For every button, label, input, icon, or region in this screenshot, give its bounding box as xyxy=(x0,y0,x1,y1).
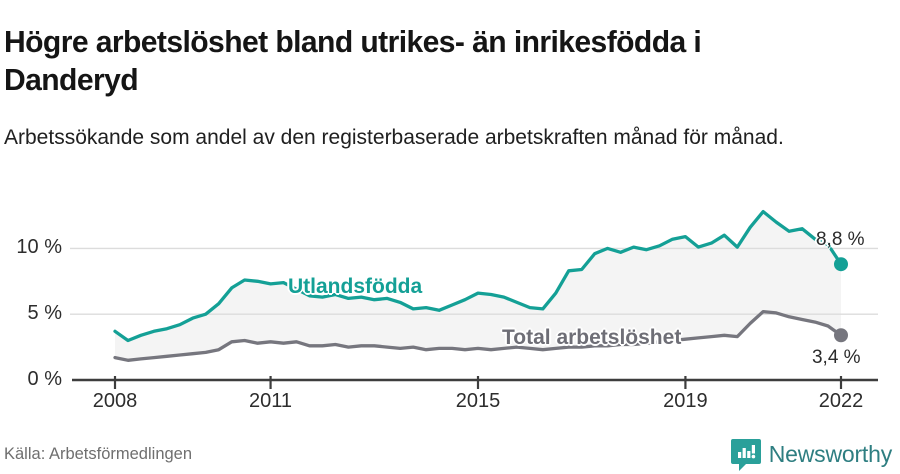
line-total xyxy=(113,309,843,362)
x-tick-label-2015: 2015 xyxy=(455,390,501,412)
x-tick-label-2019: 2019 xyxy=(663,390,708,412)
line-utlandsfodda xyxy=(113,209,843,343)
x-tick-label-2008: 2008 xyxy=(92,390,138,412)
series-label-utlandsfodda: Utlandsfödda xyxy=(288,275,423,298)
y-tick-label-5: 5 % xyxy=(27,302,62,325)
x-tick-label-2011: 2011 xyxy=(249,390,293,412)
area-between-series xyxy=(115,211,841,361)
chart-title: Högre arbetslöshet bland utrikes- än inr… xyxy=(4,23,702,97)
chart-subtitle: Arbetssökande som andel av den registerb… xyxy=(4,126,784,149)
series-label-total-arbetsloshet: Total arbetslöshet xyxy=(502,326,682,349)
x-tick-label-2022: 2022 xyxy=(818,390,864,412)
bar-chart-speech-bubble-icon xyxy=(730,439,761,471)
source-note: Källa: Arbetsförmedlingen xyxy=(4,445,193,463)
newsworthy-logo-link[interactable]: Newsworthy xyxy=(730,438,892,471)
end-value-label-total: 3,4 % xyxy=(811,347,861,369)
end-dot-total xyxy=(833,328,848,343)
brand-name: Newsworthy xyxy=(768,441,892,467)
y-tick-label-0: 0 % xyxy=(27,368,62,390)
y-tick-label-10: 10 % xyxy=(16,236,62,259)
end-value-label-utlandsfodda: 8,8 % xyxy=(815,229,865,251)
end-dot-utlandsfodda xyxy=(833,257,848,272)
